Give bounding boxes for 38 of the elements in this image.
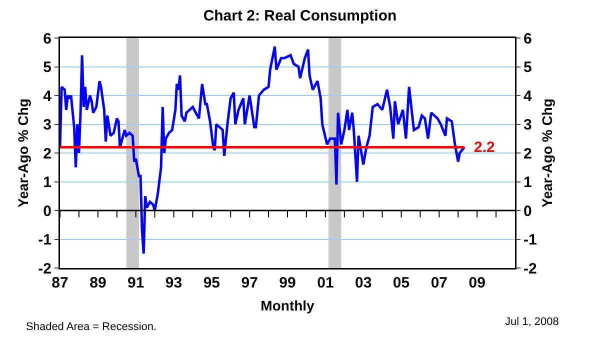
x-tick-label: 97 <box>241 274 258 292</box>
y-tick-label: 5 <box>43 59 52 76</box>
x-axis-title: Monthly <box>260 298 315 314</box>
x-tick-label: 07 <box>430 274 448 292</box>
y2-tick-label: 3 <box>524 116 532 134</box>
x-tick-label: 91 <box>127 274 144 292</box>
x-tick-label: 87 <box>52 274 68 292</box>
y2-tick-label: -2 <box>524 260 537 278</box>
y-tick-label: 2 <box>43 145 52 162</box>
chart-title: Chart 2: Real Consumption <box>203 8 397 25</box>
y2-tick-label: -1 <box>524 232 537 248</box>
y-tick-label: 4 <box>43 88 52 105</box>
text: Shaded Area = Recession. <box>26 321 157 333</box>
y-tick-label: 0 <box>43 202 52 220</box>
y2-tick-label: 2 <box>524 145 532 162</box>
x-tick-label: 95 <box>203 274 220 292</box>
x-tick-label: 93 <box>165 274 182 292</box>
y-tick-label: -2 <box>38 260 52 278</box>
y-tick-label: 1 <box>43 174 52 191</box>
x-tick-label: 89 <box>90 274 106 292</box>
x-tick-label: 01 <box>317 274 334 292</box>
text: Jul 1, 2008 <box>505 316 559 328</box>
y-axis-title: Year-Ago % Chg <box>15 98 32 208</box>
x-tick-label: 05 <box>392 274 410 292</box>
x-tick-label: 09 <box>468 274 486 292</box>
y-tick-label: 6 <box>43 30 52 48</box>
y2-tick-label: 5 <box>524 59 532 76</box>
y2-tick-label: 4 <box>524 88 532 105</box>
y-tick-label: 3 <box>43 116 52 134</box>
x-tick-label: 99 <box>279 274 296 292</box>
x-tick-label: 03 <box>354 274 372 292</box>
ref-line-label: 2.2 <box>474 139 495 156</box>
y2-tick-label: 1 <box>524 174 532 191</box>
y2-tick-label: 0 <box>524 202 532 220</box>
line-series <box>60 45 466 255</box>
y2-axis-title: Year-Ago % Chg <box>538 98 555 208</box>
y-tick-label: -1 <box>38 232 52 248</box>
y2-tick-label: 6 <box>524 30 532 48</box>
